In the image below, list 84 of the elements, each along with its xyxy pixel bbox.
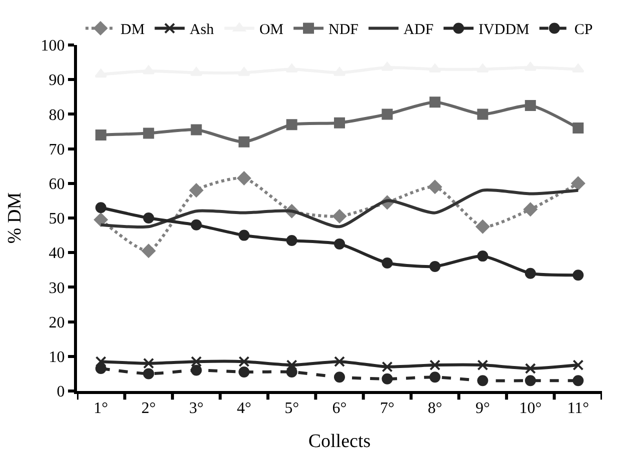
y-tick-label: 60	[48, 176, 65, 193]
point	[238, 356, 250, 368]
point	[572, 360, 584, 371]
point	[237, 171, 251, 186]
point	[190, 356, 202, 368]
y-tick-label: 100	[40, 38, 65, 55]
x-tick-label: 8°	[428, 400, 442, 418]
point	[524, 100, 536, 112]
point	[190, 124, 202, 136]
point	[428, 180, 442, 194]
x-tick-label: 11°	[567, 400, 590, 418]
point	[142, 244, 156, 258]
point	[429, 372, 440, 383]
point	[477, 108, 488, 120]
y-tick-label: 30	[48, 280, 65, 297]
point	[524, 363, 536, 374]
point	[524, 268, 536, 279]
x-axis-title: Collects	[308, 431, 371, 452]
point	[332, 209, 346, 224]
point	[238, 366, 250, 378]
point	[95, 129, 106, 140]
point	[286, 234, 298, 246]
y-tick-label: 80	[48, 106, 65, 124]
point	[286, 366, 298, 378]
point	[238, 136, 250, 148]
point	[571, 176, 585, 190]
point	[334, 238, 345, 250]
point	[524, 375, 536, 386]
point	[429, 360, 440, 371]
legend-label: OM	[259, 22, 284, 38]
y-tick-label: 20	[48, 314, 65, 332]
point	[143, 368, 154, 380]
y-tick-label: 50	[48, 210, 65, 228]
point	[95, 202, 106, 214]
point	[429, 260, 440, 272]
point	[572, 122, 584, 134]
point	[334, 372, 345, 383]
point	[382, 361, 393, 372]
x-tick-label: 10°	[519, 400, 542, 418]
legend-label: IVDDM	[478, 22, 530, 38]
y-tick-label: 90	[48, 72, 65, 90]
point	[143, 212, 154, 224]
point	[286, 119, 298, 130]
point	[477, 375, 488, 386]
point	[190, 219, 202, 230]
point	[382, 108, 393, 120]
point	[524, 202, 538, 216]
x-tick-label: 6°	[332, 400, 347, 418]
point	[94, 212, 108, 227]
point	[143, 358, 154, 369]
point	[572, 270, 584, 281]
x-tick-label: 1°	[94, 400, 108, 418]
y-axis-title: % DM	[4, 192, 26, 244]
y-tick-label: 40	[48, 245, 65, 262]
point	[477, 250, 488, 262]
point	[95, 356, 106, 368]
point	[95, 363, 106, 374]
y-tick-label: 70	[48, 141, 65, 158]
point	[190, 364, 202, 376]
point	[572, 375, 584, 386]
y-tick-label: 10	[48, 349, 65, 366]
x-tick-label: 3°	[189, 400, 204, 418]
x-tick-label: 5°	[284, 400, 299, 418]
point	[143, 128, 154, 139]
y-tick-label: 0	[56, 384, 65, 401]
point	[334, 117, 345, 128]
point	[477, 360, 488, 371]
point	[476, 220, 490, 234]
legend-label: NDF	[328, 22, 359, 38]
legend-label: Ash	[190, 22, 214, 38]
x-tick-label: 9°	[475, 400, 490, 418]
x-tick-label: 4°	[236, 400, 252, 418]
point	[189, 183, 204, 198]
point	[286, 360, 298, 371]
point	[238, 230, 250, 241]
point	[334, 356, 345, 368]
point	[382, 257, 393, 268]
point	[429, 96, 440, 108]
legend-label: DM	[120, 22, 145, 38]
legend-label: CP	[574, 22, 593, 38]
x-tick-label: 2°	[141, 400, 156, 418]
legend-label: ADF	[404, 22, 434, 38]
x-tick-label: 7°	[380, 400, 394, 418]
point	[382, 373, 393, 384]
